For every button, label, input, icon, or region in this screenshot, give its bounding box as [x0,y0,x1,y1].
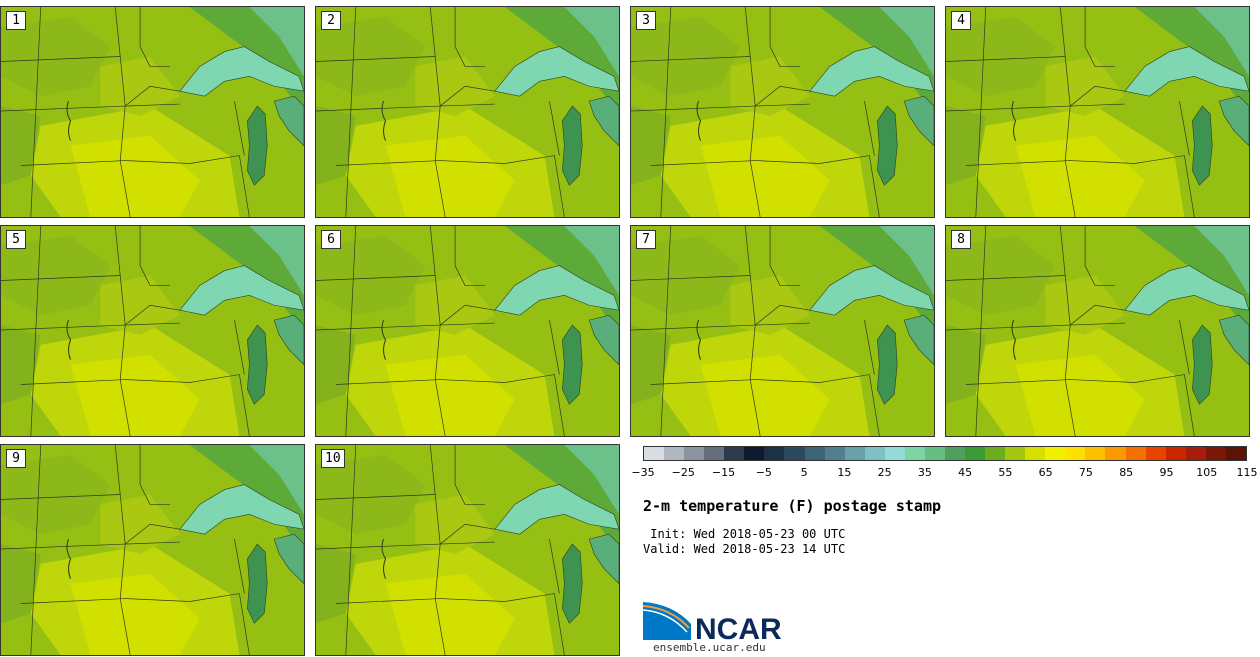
logo-url: ensemble.ucar.edu [653,641,766,654]
member-label: 1 [6,11,26,30]
colorbar-bin [985,447,1006,460]
colorbar-tick-label: 85 [1119,466,1134,479]
colorbar-tick-label: 105 [1196,466,1218,479]
member-panel-1: 1 [0,6,305,218]
colorbar-bin [1125,447,1146,460]
valid-time: Valid: Wed 2018-05-23 14 UTC [643,542,846,556]
ncar-wordmark: NCAR [695,613,782,642]
member-panel-5: 5 [0,225,305,437]
member-panel-4: 4 [945,6,1250,218]
colorbar-bin [1005,447,1026,460]
colorbar-tick-label: 75 [1078,466,1093,479]
colorbar-tick-label: 95 [1159,466,1174,479]
colorbar-bin [804,447,825,460]
colorbar-tick-label: 65 [1038,466,1053,479]
colorbar-bin [1065,447,1086,460]
colorbar-bin [1225,447,1246,460]
member-panel-8: 8 [945,225,1250,437]
colorbar-bin [1105,447,1126,460]
ncar-logo: NCAR [642,600,793,646]
member-label: 7 [636,230,656,249]
colorbar-bin [924,447,945,460]
colorbar-tick-label: 115 [1236,466,1258,479]
colorbar-tick-label: 45 [958,466,973,479]
colorbar-bin [744,447,765,460]
colorbar-bin [824,447,845,460]
colorbar-bin [764,447,785,460]
member-panel-3: 3 [630,6,935,218]
colorbar-bin [904,447,925,460]
colorbar-bin [1205,447,1226,460]
colorbar-tick-label: 15 [837,466,852,479]
member-panel-9: 9 [0,444,305,656]
member-label: 4 [951,11,971,30]
member-label: 2 [321,11,341,30]
colorbar-bin [1165,447,1186,460]
colorbar-tick-label: −5 [755,466,772,479]
colorbar-tick-label: 55 [998,466,1013,479]
colorbar-bin [724,447,745,460]
colorbar-bin [965,447,986,460]
colorbar-tick-label: −35 [631,466,655,479]
colorbar-tick-labels: −35 −25 −15 −5 5 15 25 35 45 55 65 75 85 95 105 115 [631,466,1257,482]
member-panel-2: 2 [315,6,620,218]
colorbar-bin [784,447,805,460]
member-label: 10 [321,449,345,468]
member-panel-10: 10 [315,444,620,656]
colorbar-bin [844,447,865,460]
colorbar-bin [1185,447,1206,460]
colorbar-bin [1145,447,1166,460]
member-label: 5 [6,230,26,249]
colorbar-tick-label: −15 [711,466,736,479]
colorbar-tick-label: 5 [800,466,808,479]
member-label: 8 [951,230,971,249]
member-panel-6: 6 [315,225,620,437]
temperature-colorbar [643,446,1247,461]
colorbar-bin [684,447,705,460]
colorbar-bin [704,447,725,460]
init-time: Init: Wed 2018-05-23 00 UTC [643,527,846,541]
colorbar-bin [864,447,885,460]
colorbar-bin [664,447,685,460]
colorbar-bin [884,447,905,460]
colorbar-bin [644,447,665,460]
member-label: 9 [6,449,26,468]
colorbar-bin [944,447,965,460]
colorbar-tick-label: −25 [671,466,695,479]
product-title: 2-m temperature (F) postage stamp [643,497,942,515]
colorbar-bin [1085,447,1106,460]
colorbar-tick-label: 35 [917,466,932,479]
colorbar-bin [1045,447,1066,460]
member-panel-7: 7 [630,225,935,437]
member-label: 6 [321,230,341,249]
member-label: 3 [636,11,656,30]
colorbar-bin [1025,447,1046,460]
colorbar-tick-label: 25 [877,466,892,479]
